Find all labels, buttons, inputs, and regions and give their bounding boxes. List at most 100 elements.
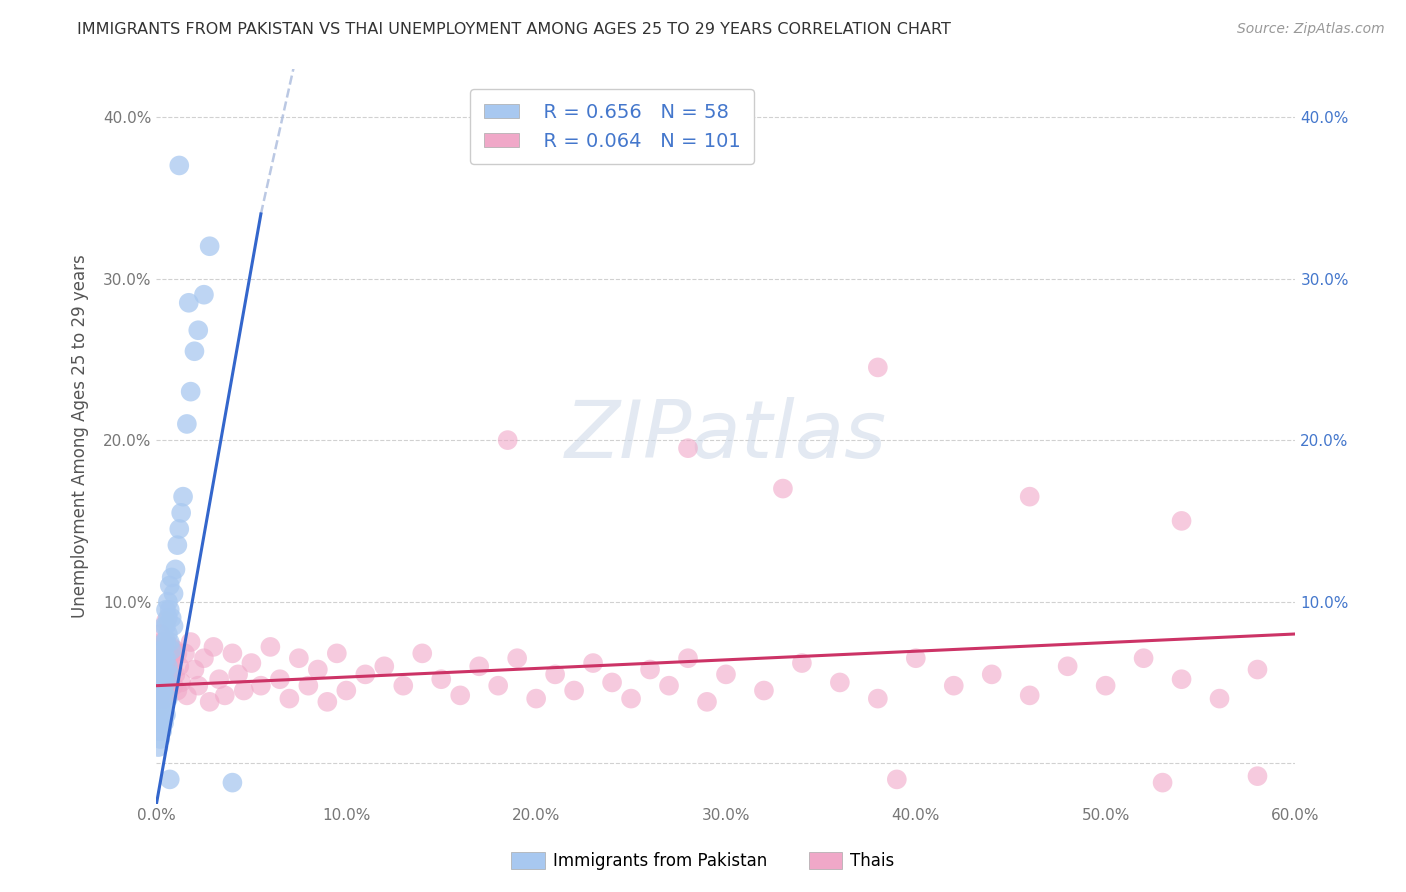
Point	[496, 433, 519, 447]
Point	[166, 646, 188, 660]
Point	[183, 663, 205, 677]
Point	[226, 667, 249, 681]
Point	[335, 683, 357, 698]
Text: IMMIGRANTS FROM PAKISTAN VS THAI UNEMPLOYMENT AMONG AGES 25 TO 29 YEARS CORRELAT: IMMIGRANTS FROM PAKISTAN VS THAI UNEMPLO…	[77, 22, 952, 37]
Point	[307, 663, 329, 677]
Point	[162, 619, 184, 633]
Point	[208, 672, 231, 686]
Point	[159, 649, 181, 664]
Point	[193, 651, 215, 665]
Point	[162, 586, 184, 600]
Point	[149, 715, 172, 730]
Point	[1056, 659, 1078, 673]
Point	[904, 651, 927, 665]
Point	[156, 595, 179, 609]
Legend:   R = 0.656   N = 58,   R = 0.064   N = 101: R = 0.656 N = 58, R = 0.064 N = 101	[470, 89, 754, 164]
Point	[942, 679, 965, 693]
Point	[524, 691, 547, 706]
Point	[159, 667, 181, 681]
Point	[153, 691, 176, 706]
Point	[658, 679, 681, 693]
Point	[177, 295, 200, 310]
Point	[980, 667, 1002, 681]
Point	[153, 663, 176, 677]
Point	[297, 679, 319, 693]
Point	[198, 695, 221, 709]
Point	[696, 695, 718, 709]
Point	[153, 651, 176, 665]
Point	[232, 683, 254, 698]
Point	[1018, 689, 1040, 703]
Point	[886, 772, 908, 787]
Point	[180, 384, 202, 399]
Point	[166, 538, 188, 552]
Point	[156, 665, 179, 680]
Point	[169, 522, 191, 536]
Point	[166, 683, 188, 698]
Point	[676, 651, 699, 665]
Point	[153, 619, 176, 633]
Point	[148, 667, 170, 681]
Point	[148, 740, 170, 755]
Point	[638, 663, 661, 677]
Point	[150, 643, 173, 657]
Point	[162, 651, 184, 665]
Point	[180, 635, 202, 649]
Point	[156, 691, 179, 706]
Point	[150, 635, 173, 649]
Point	[155, 675, 177, 690]
Point	[714, 667, 737, 681]
Y-axis label: Unemployment Among Ages 25 to 29 years: Unemployment Among Ages 25 to 29 years	[72, 254, 89, 618]
Point	[259, 640, 281, 654]
Point	[468, 659, 491, 673]
Text: ZIPatlas: ZIPatlas	[565, 397, 887, 475]
Point	[1170, 514, 1192, 528]
Point	[486, 679, 509, 693]
Point	[153, 683, 176, 698]
Point	[149, 731, 172, 746]
Point	[221, 775, 243, 789]
Point	[202, 640, 225, 654]
Point	[562, 683, 585, 698]
Point	[149, 675, 172, 690]
Point	[149, 667, 172, 681]
Point	[150, 675, 173, 690]
Point	[149, 651, 172, 665]
Point	[150, 667, 173, 681]
Point	[165, 667, 187, 681]
Point	[544, 667, 567, 681]
Point	[676, 441, 699, 455]
Point	[172, 490, 194, 504]
Point	[187, 323, 209, 337]
Point	[155, 651, 177, 665]
Point	[155, 603, 177, 617]
Point	[149, 627, 172, 641]
Point	[159, 772, 181, 787]
Point	[155, 614, 177, 628]
Point	[174, 646, 197, 660]
Point	[148, 723, 170, 738]
Point	[159, 672, 181, 686]
Point	[752, 683, 775, 698]
Point	[156, 611, 179, 625]
Point	[150, 683, 173, 698]
Point	[1246, 663, 1268, 677]
Point	[183, 344, 205, 359]
Point	[176, 689, 198, 703]
Point	[169, 158, 191, 172]
Point	[449, 689, 471, 703]
Point	[278, 691, 301, 706]
Point	[866, 691, 889, 706]
Point	[269, 672, 291, 686]
Point	[176, 417, 198, 431]
Point	[155, 633, 177, 648]
Point	[149, 699, 172, 714]
Point	[150, 707, 173, 722]
Point	[506, 651, 529, 665]
Point	[193, 287, 215, 301]
Point	[150, 691, 173, 706]
Point	[156, 689, 179, 703]
Point	[160, 640, 183, 654]
Point	[153, 699, 176, 714]
Point	[148, 707, 170, 722]
